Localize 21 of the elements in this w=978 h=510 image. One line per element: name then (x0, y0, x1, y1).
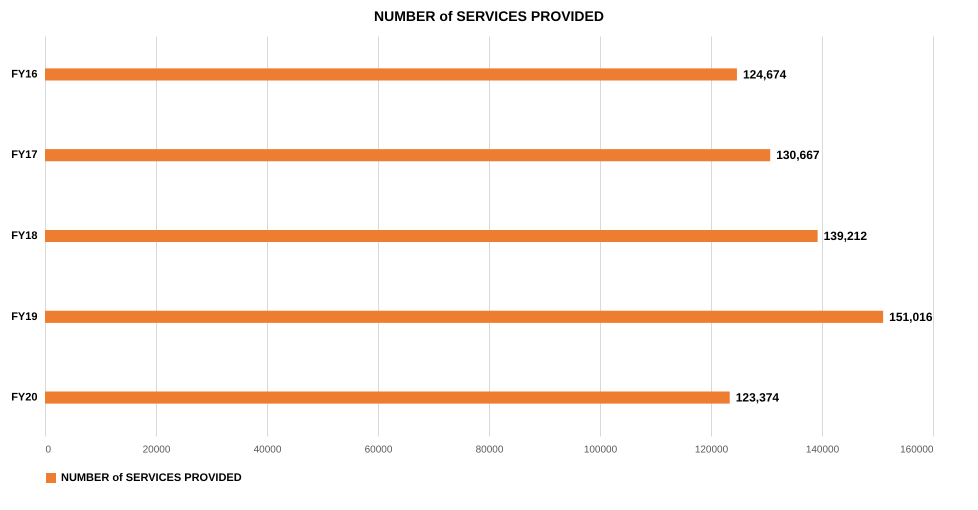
x-tick-label: 60000 (364, 444, 393, 456)
data-label: 123,374 (736, 390, 780, 405)
chart-title: NUMBER of SERVICES PROVIDED (374, 8, 604, 24)
x-tick-label: 140000 (806, 444, 840, 456)
x-tick-label: 80000 (476, 444, 504, 456)
x-tick-label: 40000 (254, 444, 282, 456)
x-tick-label: 100000 (584, 444, 618, 456)
x-tick-label: 120000 (694, 444, 729, 456)
y-tick-label: FY19 (11, 310, 38, 323)
data-label: 130,667 (776, 148, 820, 162)
y-tick-label: FY16 (11, 68, 38, 80)
y-tick-label: FY17 (11, 149, 38, 162)
x-tick-label: 20000 (142, 444, 171, 456)
legend-label: NUMBER of SERVICES PROVIDED (61, 472, 242, 484)
y-tick-label: FY20 (11, 392, 38, 404)
data-label: 151,016 (889, 310, 933, 324)
data-label: 139,212 (824, 229, 868, 243)
data-label: 124,674 (742, 67, 787, 82)
y-tick-label: FY18 (11, 230, 38, 242)
x-tick-label: 160000 (900, 444, 934, 456)
x-tick-label: 0 (46, 444, 52, 456)
